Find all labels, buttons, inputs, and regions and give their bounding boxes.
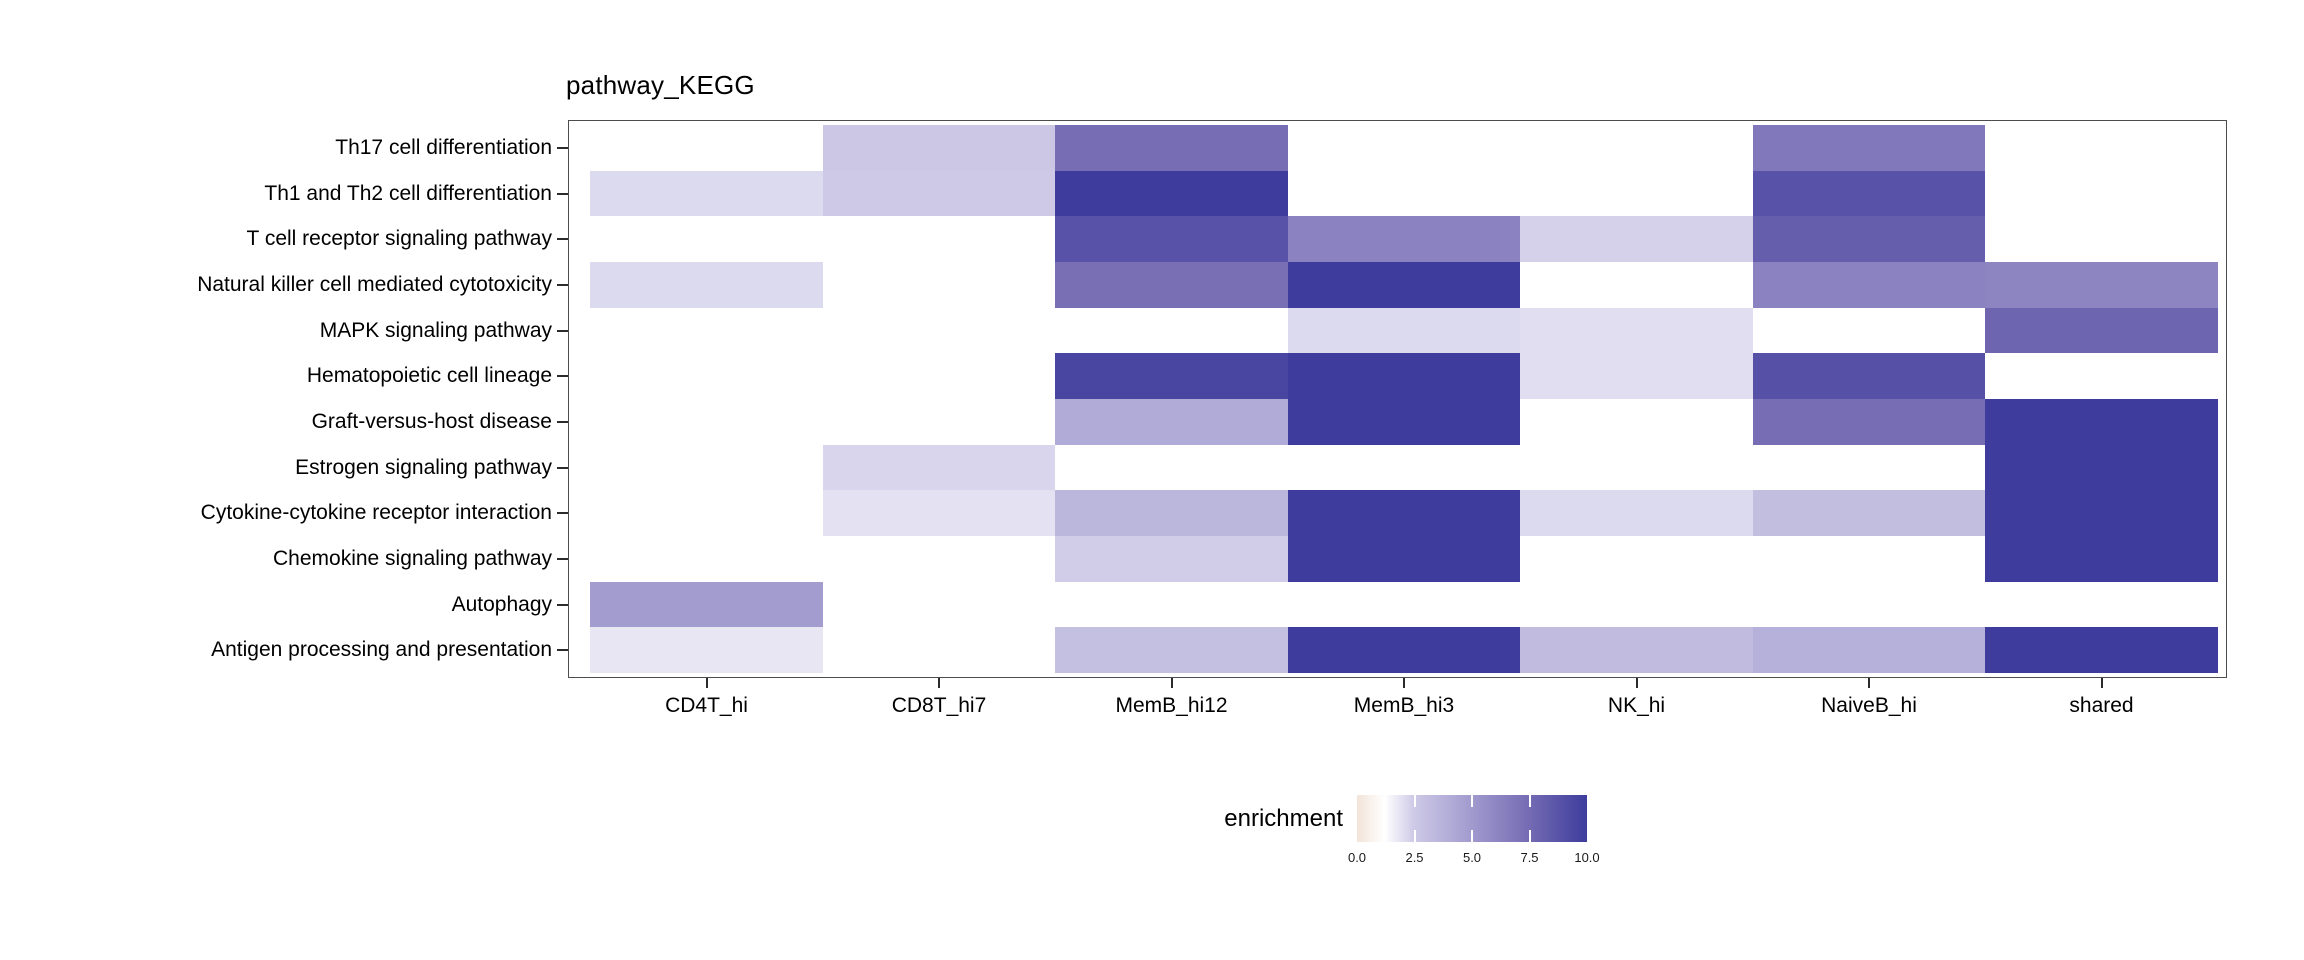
heatmap-cell [1753,216,1985,262]
x-axis-label: MemB_hi12 [1115,694,1228,717]
y-tick-mark [557,603,568,606]
y-tick-mark [557,466,568,469]
heatmap-cell [1753,627,1985,673]
heatmap-cell [1520,308,1753,353]
y-tick-mark [557,375,568,377]
legend-tick-notch [1413,795,1416,807]
heatmap-cell [1520,627,1753,673]
legend-tick-notch [1528,795,1531,807]
y-axis-label: Hematopoietic cell lineage [306,364,552,387]
y-tick-mark [557,421,568,423]
heatmap-cell [1055,171,1288,216]
y-tick-mark [557,649,568,651]
x-tick-mark [1403,678,1405,688]
y-tick-mark [557,147,568,149]
y-tick-mark [557,192,568,195]
x-axis-label: NaiveB_hi [1821,694,1917,717]
heatmap-cell [1055,353,1288,399]
heatmap-cell [1985,627,2218,673]
heatmap-cell [823,445,1055,490]
x-tick-mark [2100,678,2103,688]
y-axis-label: Graft-versus-host disease [311,410,552,433]
heatmap-cell [590,171,823,216]
x-tick-mark [1868,678,1870,688]
legend-tick-notch [1413,830,1416,842]
heatmap-cell [1055,490,1288,536]
legend-tick-label: 5.0 [1462,850,1482,865]
y-tick-mark [557,512,568,514]
heatmap-cell [1753,353,1985,399]
x-tick-mark [1635,678,1638,688]
heatmap-cell [823,490,1055,536]
heatmap-cell [1055,627,1288,673]
heatmap-cell [1288,216,1520,262]
heatmap-cell [1753,125,1985,171]
y-axis-label: Antigen processing and presentation [211,638,552,661]
heatmap-cell [590,627,823,673]
y-tick-mark [557,329,568,332]
y-axis-label: T cell receptor signaling pathway [246,227,552,250]
heatmap-cell [1985,445,2218,490]
legend-tick-label: 0.0 [1347,850,1367,865]
legend-tick-label: 2.5 [1405,850,1424,865]
heatmap-cell [1520,353,1753,399]
heatmap-cell [1055,399,1288,445]
heatmap-cell [1753,490,1985,536]
heatmap-cell [590,582,823,627]
x-axis-label: CD8T_hi7 [891,694,987,717]
heatmap-cell [1288,536,1520,582]
heatmap-cell [1985,490,2218,536]
y-axis-label: Th1 and Th2 cell differentiation [264,181,552,205]
heatmap-cell [1753,399,1985,445]
heatmap-cell [1753,171,1985,216]
heatmap-cell [1985,536,2218,582]
heatmap-cell [1055,125,1288,171]
y-axis-label: Estrogen signaling pathway [295,455,552,479]
x-tick-mark [705,678,708,688]
y-axis-label: Autophagy [451,592,552,616]
heatmap-cell [1985,399,2218,445]
heatmap-cell [1288,490,1520,536]
y-axis-label: Th17 cell differentiation [335,136,552,159]
heatmap-cell [1055,262,1288,308]
x-axis-label: CD4T_hi [665,694,748,717]
legend-title: enrichment [1224,804,1343,832]
y-axis-label: Chemokine signaling pathway [273,547,552,570]
heatmap-cell [1288,399,1520,445]
heatmap-cell [1520,490,1753,536]
heatmap-cell [1985,308,2218,353]
y-tick-mark [557,284,568,286]
heatmap-cell [823,171,1055,216]
x-axis-label: NK_hi [1607,694,1666,717]
heatmap-cell [823,125,1055,171]
legend-tick-notch [1471,795,1473,807]
y-axis-label: Cytokine-cytokine receptor interaction [200,501,552,524]
x-tick-mark [938,678,940,688]
legend-tick-label: 10.0 [1574,850,1600,865]
x-tick-mark [1170,678,1173,688]
x-axis-label: MemB_hi3 [1353,694,1455,717]
y-tick-mark [557,238,568,240]
legend-tick-label: 7.5 [1520,850,1539,865]
heatmap-cell [1753,262,1985,308]
heatmap-cell [1055,216,1288,262]
chart-title: pathway_KEGG [566,70,755,100]
heatmap-cell [1985,262,2218,308]
y-axis-label: Natural killer cell mediated cytotoxicit… [197,273,552,296]
heatmap-cell [1288,627,1520,673]
legend-tick-notch [1528,830,1531,842]
legend-colorbar [1357,795,1587,842]
heatmap-cell [1288,308,1520,353]
heatmap-cell [1288,353,1520,399]
y-tick-mark [557,558,568,560]
x-axis-label: shared [2069,694,2134,717]
heatmap-cell [1288,262,1520,308]
heatmap-cell [1055,536,1288,582]
heatmap-cell [1520,216,1753,262]
legend-tick-notch [1471,830,1473,842]
heatmap-cell [590,262,823,308]
y-axis-label: MAPK signaling pathway [319,318,552,342]
